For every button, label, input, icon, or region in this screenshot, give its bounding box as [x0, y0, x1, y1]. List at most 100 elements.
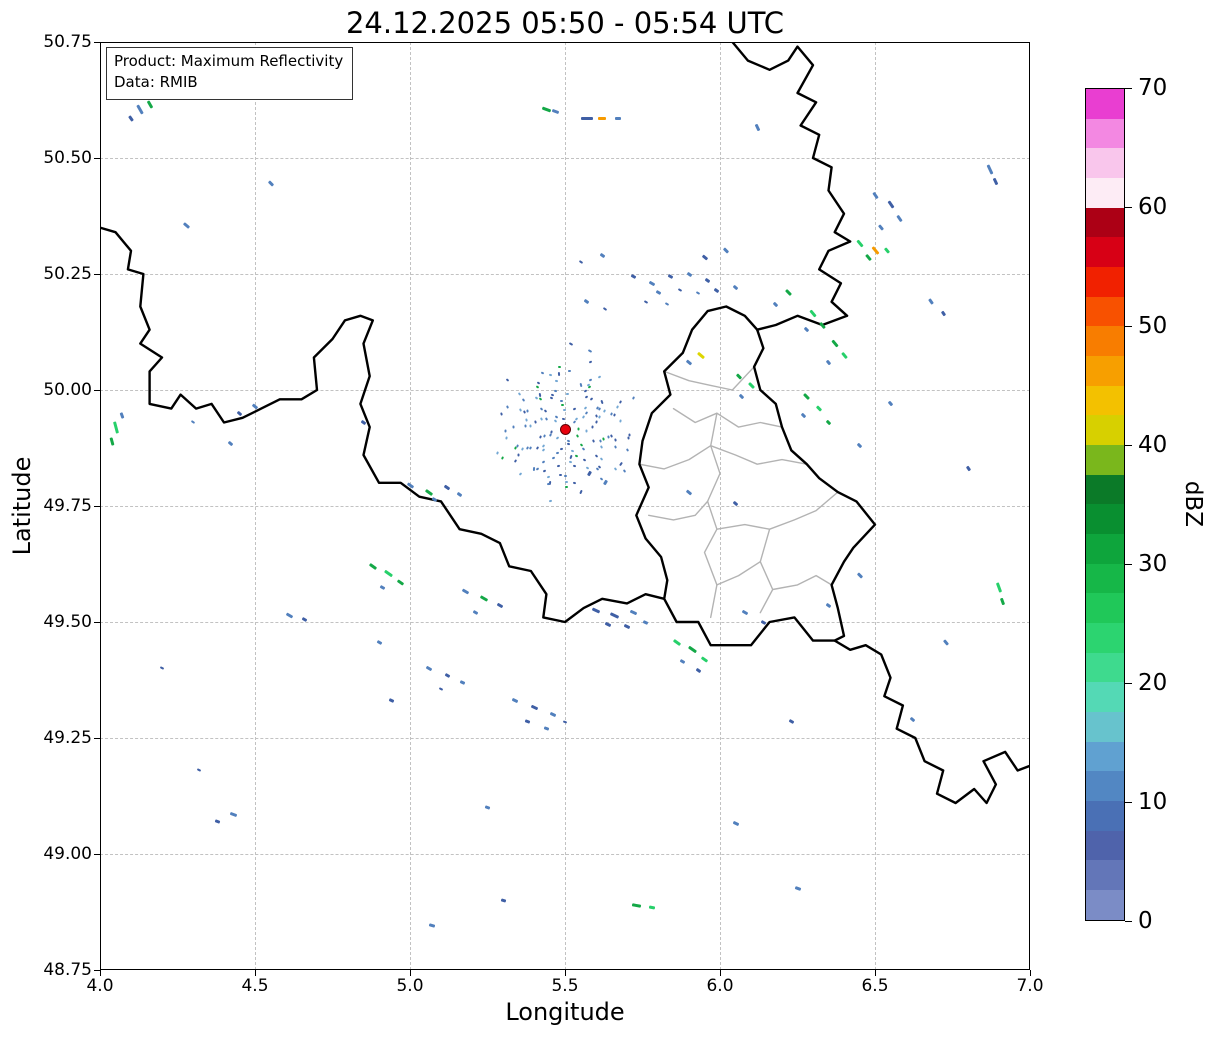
colorbar-segment	[1086, 712, 1124, 742]
x-tick-label: 6.5	[861, 976, 889, 996]
colorbar-segment	[1086, 652, 1124, 683]
clutter-speckle	[558, 473, 562, 477]
colorbar-label: dBZ	[1180, 480, 1206, 528]
colorbar-segment	[1086, 118, 1124, 149]
x-tick	[720, 970, 721, 976]
radar-echo	[580, 117, 593, 121]
region-border	[759, 528, 774, 614]
region-border	[772, 574, 833, 591]
colorbar-tick	[1125, 326, 1132, 327]
y-tick-label: 49.00	[43, 844, 92, 864]
colorbar-segment	[1086, 415, 1124, 446]
region-border	[716, 491, 839, 530]
colorbar-tick-label: 70	[1138, 75, 1168, 101]
clutter-speckle	[614, 438, 617, 442]
radar-echo	[614, 117, 621, 121]
x-tick	[255, 970, 256, 976]
plot-title: 24.12.2025 05:50 - 05:54 UTC	[345, 6, 785, 40]
clutter-speckle	[553, 389, 558, 393]
colorbar-segment	[1086, 890, 1124, 920]
colorbar-tick-label: 40	[1138, 432, 1168, 458]
y-tick	[94, 622, 100, 623]
colorbar-tick	[1125, 683, 1132, 684]
colorbar-segment	[1086, 682, 1124, 713]
radar-echo	[517, 453, 520, 457]
clutter-speckle	[598, 439, 602, 443]
region-border	[638, 445, 808, 470]
colorbar-segment	[1086, 445, 1124, 475]
colorbar-segment	[1086, 771, 1124, 802]
clutter-speckle	[558, 365, 562, 368]
info-product: Product: Maximum Reflectivity	[114, 52, 344, 70]
country-border	[731, 42, 852, 331]
clutter-speckle	[522, 410, 526, 414]
colorbar-segment	[1086, 148, 1124, 179]
y-tick	[94, 854, 100, 855]
map-borders	[100, 42, 1030, 805]
clutter-speckle	[504, 436, 508, 440]
radar-echo	[557, 371, 560, 376]
y-tick-label: 50.00	[43, 380, 92, 400]
colorbar-segment	[1086, 178, 1124, 208]
x-tick	[565, 970, 566, 976]
gridline	[100, 506, 1030, 507]
x-tick-label: 7.0	[1016, 976, 1044, 996]
info-box: Product: Maximum Reflectivity Data: RMIB	[106, 47, 354, 100]
x-tick-label: 5.0	[396, 976, 424, 996]
colorbar-segment	[1086, 356, 1124, 386]
radar-echo	[594, 413, 598, 418]
colorbar-tick-label: 50	[1138, 313, 1168, 339]
colorbar-segment	[1086, 563, 1124, 594]
colorbar-segment	[1086, 207, 1124, 238]
colorbar-segment	[1086, 504, 1124, 535]
y-tick	[94, 506, 100, 507]
region-border	[716, 561, 761, 586]
clutter-speckle	[628, 432, 631, 437]
colorbar-segment	[1086, 267, 1124, 297]
y-tick	[94, 274, 100, 275]
y-tick	[94, 738, 100, 739]
colorbar-tick	[1125, 445, 1132, 446]
y-tick-label: 50.25	[43, 264, 92, 284]
y-tick	[94, 158, 100, 159]
gridline	[100, 390, 1030, 391]
colorbar-segment	[1086, 474, 1124, 505]
colorbar-segment	[1086, 741, 1124, 772]
x-tick-label: 5.5	[551, 976, 579, 996]
y-tick	[94, 42, 100, 43]
gridline	[100, 738, 1030, 739]
colorbar-segment	[1086, 89, 1124, 119]
colorbar-tick-label: 0	[1138, 908, 1153, 934]
colorbar-segment	[1086, 593, 1124, 624]
y-tick-label: 50.50	[43, 148, 92, 168]
clutter-speckle	[563, 474, 568, 477]
region-border	[663, 366, 755, 391]
colorbar-tick-label: 10	[1138, 789, 1168, 815]
clutter-speckle	[544, 417, 548, 421]
colorbar-tick	[1125, 207, 1132, 208]
region-border	[672, 407, 783, 428]
colorbar-tick	[1125, 564, 1132, 565]
x-tick	[410, 970, 411, 976]
clutter-speckle	[561, 417, 565, 420]
clutter-speckle	[504, 429, 507, 433]
clutter-speckle	[601, 437, 605, 441]
clutter-speckle	[550, 393, 555, 396]
colorbar-segment	[1086, 623, 1124, 653]
y-tick-label: 49.50	[43, 612, 92, 632]
x-tick-label: 4.0	[86, 976, 114, 996]
colorbar-tick-label: 60	[1138, 194, 1168, 220]
colorbar-tick	[1125, 921, 1132, 922]
y-tick-label: 49.25	[43, 728, 92, 748]
clutter-speckle	[559, 447, 563, 451]
colorbar	[1085, 88, 1125, 921]
radar-site-marker	[559, 423, 571, 435]
radar-echo	[648, 905, 656, 910]
colorbar-segment	[1086, 534, 1124, 564]
clutter-speckle	[584, 429, 588, 433]
gridline	[100, 854, 1030, 855]
colorbar-segment	[1086, 296, 1124, 327]
colorbar-segment	[1086, 860, 1124, 891]
clutter-speckle	[572, 481, 576, 485]
country-border	[833, 639, 1030, 805]
